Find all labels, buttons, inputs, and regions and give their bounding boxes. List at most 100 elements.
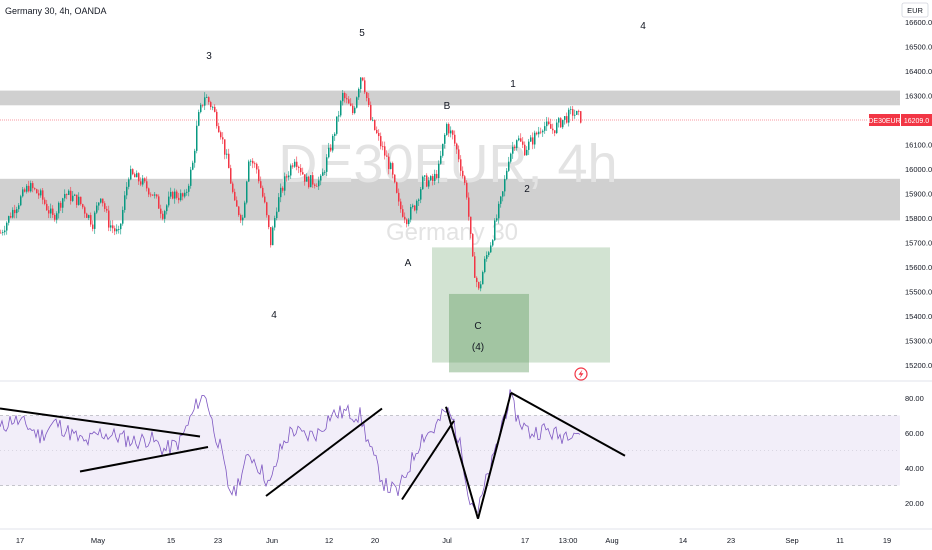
candle-body — [370, 104, 372, 120]
candle-body — [132, 169, 134, 175]
candle-body — [4, 230, 6, 233]
candle-body — [538, 131, 540, 135]
candle-body — [250, 160, 252, 162]
candle-body — [262, 187, 264, 197]
time-axis[interactable]: 17 May 15 23 Jun 12 20 Jul 17 13:00 Aug 14 23 Sep 11 19 — [16, 536, 891, 545]
candle-body — [456, 143, 458, 150]
candle-body — [220, 132, 222, 138]
candle-body — [182, 193, 184, 197]
candle-body — [2, 232, 4, 233]
candle-body — [160, 208, 162, 214]
candle-body — [396, 182, 398, 193]
candle-body — [78, 196, 80, 205]
price-axis[interactable]: 16600.0 16500.0 16400.0 16300.0 16100.0 16000… — [905, 18, 932, 370]
candle-body — [8, 216, 10, 223]
time-tick-label: Aug — [605, 536, 618, 545]
candle-body — [568, 109, 570, 123]
candle-body — [580, 111, 582, 123]
candle-body — [374, 119, 376, 131]
candle-body — [136, 173, 138, 178]
candle-body — [138, 173, 140, 182]
candle-body — [470, 216, 472, 234]
candle-body — [502, 191, 504, 197]
candle-body — [394, 174, 396, 183]
rsi-axis[interactable]: 80.00 60.00 40.00 20.00 — [905, 394, 924, 508]
time-tick-label: Sep — [785, 536, 798, 545]
candle-body — [390, 163, 392, 170]
candle-body — [540, 131, 542, 133]
candle-body — [562, 119, 564, 128]
rsi-trendline[interactable] — [477, 392, 512, 520]
gray-zone — [0, 178, 900, 221]
candle-body — [242, 217, 244, 221]
rsi-trendline[interactable] — [265, 407, 383, 497]
candle-body — [378, 133, 380, 137]
candle-body — [170, 191, 172, 197]
price-tick-label: 15300.0 — [905, 337, 932, 346]
candle-body — [36, 189, 38, 194]
candle-body — [308, 176, 310, 188]
candle-body — [506, 170, 508, 180]
candle-body — [446, 124, 448, 135]
time-tick-label: Jun — [266, 536, 278, 545]
candle-body — [252, 160, 254, 164]
rsi-trendline[interactable] — [79, 446, 209, 473]
candle-body — [204, 97, 206, 106]
price-tick-label: 16500.0 — [905, 43, 932, 52]
candle-body — [342, 93, 344, 102]
candle-body — [32, 183, 34, 189]
candle-body — [472, 233, 474, 257]
candle-body — [158, 196, 160, 209]
rsi-tick-label: 80.00 — [905, 394, 924, 403]
candle-body — [534, 132, 536, 145]
candle-body — [266, 202, 268, 216]
time-tick-label: 11 — [836, 536, 844, 545]
rsi-tick-label: 20.00 — [905, 499, 924, 508]
candle-body — [14, 209, 16, 214]
candle-body — [546, 121, 548, 127]
candle-body — [450, 130, 452, 134]
candle-body — [326, 157, 328, 172]
price-tick-label: 15900.0 — [905, 190, 932, 199]
candle-body — [402, 209, 404, 217]
candle-body — [210, 102, 212, 108]
candle-body — [552, 128, 554, 131]
candle-body — [42, 190, 44, 200]
currency-button[interactable] — [901, 2, 929, 18]
candle-body — [96, 205, 98, 213]
candles-layer — [0, 77, 582, 292]
rsi-trendline[interactable] — [401, 420, 455, 501]
candle-body — [46, 203, 48, 211]
wave-label: 3 — [206, 51, 212, 62]
candle-body — [468, 197, 470, 217]
candle-body — [54, 214, 56, 220]
candle-body — [228, 153, 230, 169]
candle-body — [408, 219, 410, 225]
candle-body — [466, 182, 468, 198]
candle-body — [462, 170, 464, 177]
wave-label: C — [474, 321, 481, 332]
candle-body — [542, 130, 544, 133]
candle-body — [318, 180, 320, 187]
symbol-title[interactable]: Germany 30, 4h, OANDA — [5, 6, 107, 16]
candle-body — [26, 185, 28, 192]
candle-body — [362, 77, 364, 81]
candle-body — [290, 165, 292, 176]
candle-body — [576, 110, 578, 115]
rsi-trendline[interactable] — [445, 406, 479, 520]
zones-layer — [0, 90, 900, 373]
price-tick-label: 16300.0 — [905, 92, 932, 101]
alert-lightning-icon[interactable] — [574, 367, 588, 381]
rsi-trendline[interactable] — [0, 407, 201, 438]
candle-body — [58, 202, 60, 214]
rsi-trendline[interactable] — [510, 391, 626, 457]
candle-body — [488, 252, 490, 256]
candle-body — [34, 188, 36, 190]
candle-body — [98, 202, 100, 206]
candle-body — [110, 225, 112, 228]
candle-body — [44, 199, 46, 204]
candle-body — [348, 99, 350, 104]
candle-body — [230, 168, 232, 184]
